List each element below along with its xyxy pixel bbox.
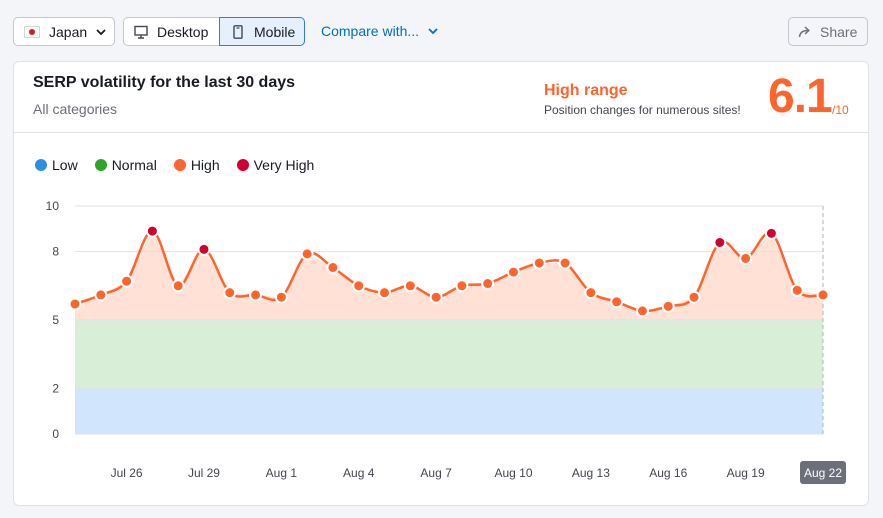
share-arrow-icon: [798, 25, 810, 37]
data-point: [713, 235, 727, 249]
data-point: [764, 226, 778, 240]
legend-label: Normal: [111, 157, 157, 173]
data-point: [558, 256, 572, 270]
mobile-label: Mobile: [254, 23, 296, 40]
country-label: Japan: [49, 23, 88, 40]
compare-dropdown[interactable]: Compare with...: [321, 23, 439, 39]
y-tick-label: 10: [46, 199, 60, 213]
data-point: [635, 304, 649, 318]
legend-item-low[interactable]: Low: [35, 157, 78, 173]
legend-item-normal[interactable]: Normal: [94, 157, 157, 173]
legend-dot: [236, 159, 249, 171]
data-point: [274, 290, 288, 304]
legend-dot: [35, 159, 47, 171]
mobile-icon: [233, 24, 243, 39]
data-point: [352, 279, 366, 293]
data-point: [506, 265, 520, 279]
x-tick-label: Aug 22: [804, 466, 842, 480]
device-switch: Desktop Mobile: [123, 17, 305, 46]
data-point: [481, 277, 495, 291]
data-point: [249, 288, 263, 302]
chart-legend: Low Normal High Very High: [35, 157, 331, 173]
x-tick-label: Jul 29: [188, 466, 220, 480]
volatility-score: 6.1: [768, 70, 833, 123]
data-point: [171, 279, 185, 293]
japan-flag-icon: [24, 25, 40, 38]
data-point: [145, 224, 159, 238]
desktop-label: Desktop: [157, 23, 209, 40]
legend-item-high[interactable]: High: [173, 157, 220, 173]
legend-label: Very High: [253, 157, 315, 173]
y-tick-label: 0: [52, 427, 59, 441]
data-point: [816, 288, 830, 302]
x-tick-label: Aug 13: [572, 466, 610, 480]
x-tick-label: Jul 26: [111, 466, 143, 480]
x-tick-highlight: [800, 461, 846, 484]
x-tick-label: Aug 7: [420, 466, 452, 480]
y-tick-label: 8: [52, 245, 59, 259]
x-tick-label: Aug 10: [494, 466, 532, 480]
legend-label: Low: [52, 157, 78, 173]
data-point: [790, 283, 804, 297]
score-max: /10: [832, 103, 849, 117]
share-button[interactable]: Share: [788, 17, 868, 46]
share-label: Share: [820, 23, 858, 40]
data-point: [403, 279, 417, 293]
data-point: [739, 251, 753, 265]
desktop-icon: [134, 25, 148, 39]
data-point: [584, 286, 598, 300]
data-point: [455, 279, 469, 293]
data-point: [300, 247, 314, 261]
data-point: [661, 299, 675, 313]
data-point: [610, 295, 624, 309]
y-tick-label: 2: [52, 381, 59, 395]
data-point: [223, 286, 237, 300]
x-tick-label: Aug 16: [649, 466, 687, 480]
band-normal: [75, 320, 823, 389]
toolbar: Japan Desktop Mobile Compare with... Sha…: [0, 0, 883, 58]
card-title: SERP volatility for the last 30 days: [33, 74, 296, 91]
y-tick-label: 5: [52, 313, 59, 327]
data-point: [326, 261, 340, 275]
compare-label: Compare with...: [321, 23, 420, 39]
data-point: [532, 256, 546, 270]
data-point: [197, 242, 211, 256]
x-tick-label: Aug 1: [266, 466, 298, 480]
mobile-button[interactable]: Mobile: [219, 17, 305, 46]
data-point: [94, 288, 108, 302]
legend-item-very-high[interactable]: Very High: [236, 157, 315, 173]
range-title: High range: [544, 82, 628, 99]
band-low: [75, 388, 823, 434]
data-point: [687, 290, 701, 304]
data-point: [378, 286, 392, 300]
x-tick-label: Aug 19: [727, 466, 765, 480]
legend-dot: [173, 159, 186, 171]
data-point: [429, 290, 443, 304]
card-subtitle: All categories: [33, 101, 118, 117]
legend-dot: [94, 159, 107, 171]
range-description: Position changes for numerous sites!: [544, 103, 741, 117]
card-header: SERP volatility for the last 30 days All…: [14, 62, 868, 133]
x-tick-label: Aug 4: [343, 466, 375, 480]
country-select[interactable]: Japan: [13, 17, 115, 46]
data-point: [68, 297, 82, 311]
legend-label: High: [190, 157, 220, 173]
chevron-down-icon: [96, 28, 106, 35]
data-point: [120, 274, 134, 288]
chevron-down-icon: [428, 28, 438, 35]
